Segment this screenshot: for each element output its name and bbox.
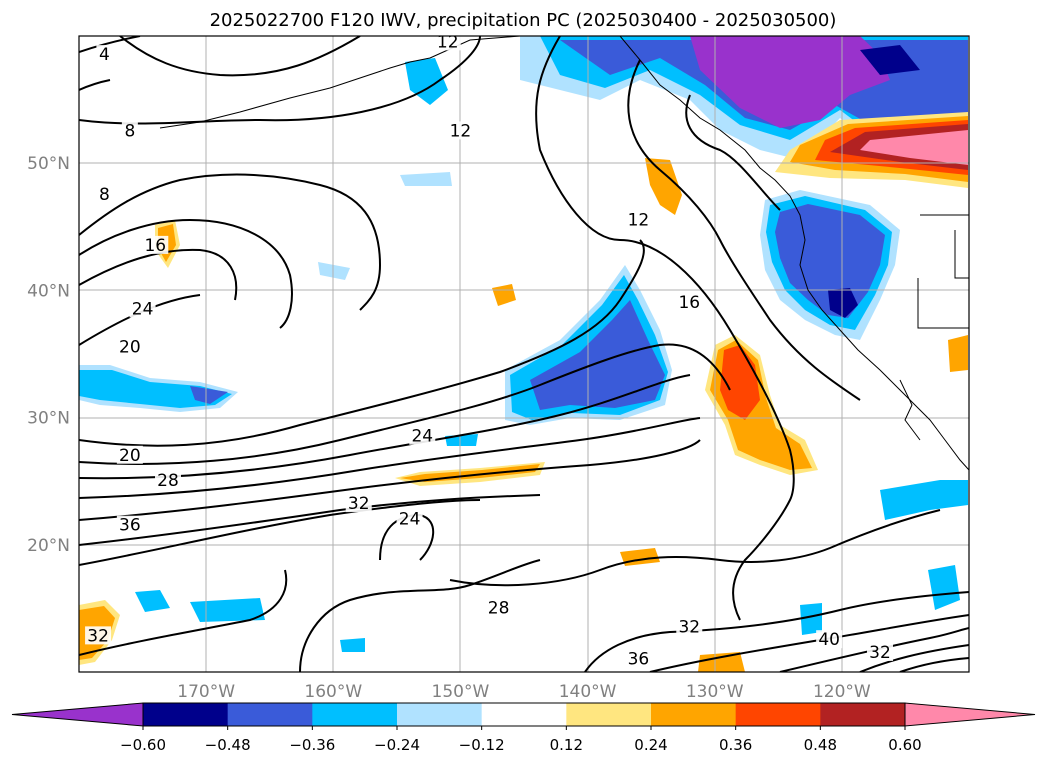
contour-label-bg [816,630,843,649]
contour-label: 8 [99,185,110,205]
colorbar-bin [820,703,906,726]
contour-label-bg [85,626,112,645]
colorbar-tick-label: 0.36 [719,736,752,754]
y-tick-label: 20°N [27,536,70,556]
contour-label-bg [676,293,703,312]
contour-label-bg [345,494,372,513]
contour-label-bg [142,235,169,254]
x-tick-labels: 170°W 160°W 150°W 140°W 130°W 120°W [177,682,871,702]
contour-label-bg [96,45,113,64]
map-panel: 4 12 8 12 8 16 12 24 16 20 24 20 28 32 24 36 28 32 32 36 40 3… [79,32,969,672]
colorbar-tick-label: −0.48 [205,736,251,754]
contour-label-bg [96,185,113,203]
coastlines [159,36,969,471]
colorbar-bin [481,703,567,726]
contour-label: 12 [628,210,650,230]
contour-label: 36 [628,649,650,669]
x-tick-label: 160°W [304,682,362,702]
colorbar-bin [566,703,652,726]
contour-label-bg [485,598,512,617]
contour-label: 32 [87,626,109,646]
contour-label: 36 [119,516,141,536]
contour-label-bg [625,210,652,229]
colorbar-tick-label: 0.48 [804,736,837,754]
contour-label-bg [396,509,423,528]
colorbar-extend-high [904,702,1036,727]
contour-label-bg [116,337,143,356]
y-tick-label: 50°N [27,154,70,174]
contour-label: 32 [678,617,700,637]
colorbar: −0.60 −0.48 −0.36 −0.24 −0.12 0.12 0.24 0.36 0.4… [11,702,1036,754]
colorbar-tick-label: −0.24 [374,736,420,754]
contour-labels: 4 12 8 12 8 16 12 24 16 20 24 20 28 32 24 36 28 32 32 36 40 3… [85,32,893,669]
contour-label-bg [867,642,893,661]
y-tick-labels: 20°N 30°N 40°N 50°N [27,154,70,556]
contour-label: 4 [99,45,110,65]
colorbar-extend-low [11,702,144,727]
map-frame [78,35,970,673]
contour-label-bg [447,121,474,140]
contour-label-bg [129,299,156,318]
colorbar-tick-label: 0.12 [550,736,583,754]
colorbar-tick-label: −0.60 [120,736,166,754]
colorbar-bin [227,703,313,726]
y-tick-label: 30°N [27,409,70,429]
colorbar-bin [397,703,483,726]
contour-label: 24 [399,509,421,529]
colorbar-bin [143,703,229,726]
contour-label-bg [676,617,703,636]
contour-label-bg [155,471,181,490]
graticule [79,36,969,672]
contour-label-bg [116,515,143,534]
x-tick-label: 150°W [432,682,490,702]
iwv-contours [79,36,969,672]
x-tick-label: 140°W [559,682,617,702]
contour-label: 8 [124,121,135,141]
contour-label-bg [121,121,138,140]
anomaly-positive-north [775,112,968,188]
contour-label: 32 [348,494,370,514]
x-tick-label: 120°W [813,682,871,702]
contour-label: 28 [157,471,179,491]
contour-label: 24 [411,427,433,447]
contour-label: 16 [678,293,700,313]
contour-label: 28 [488,598,510,618]
colorbar-tick-label: 0.24 [634,736,667,754]
contour-label: 12 [437,32,459,52]
contour-label-bg [625,649,652,668]
contour-label-bg [434,36,461,51]
contour-label: 12 [450,121,472,141]
contour-label: 32 [869,643,891,663]
anomaly-negative-misc [135,58,968,652]
anomaly-negative-west [79,365,238,412]
colorbar-tick-label: 0.60 [888,736,921,754]
contour-label-bg [116,445,143,464]
contour-label: 16 [144,236,166,256]
x-tick-label: 170°W [177,682,235,702]
y-tick-label: 40°N [27,281,70,301]
precip-anomaly-fill [79,36,968,672]
colorbar-tick-label: −0.12 [459,736,505,754]
colorbar-bin [651,703,737,726]
x-tick-label: 130°W [686,682,744,702]
chart-title: 2025022700 F120 IWV, precipitation PC (2… [210,10,837,31]
colorbar-bin [735,703,821,726]
contour-label: 20 [119,446,141,466]
colorbar-tick-label: −0.36 [289,736,335,754]
contour-label: 20 [119,338,141,358]
contour-label-bg [409,426,436,445]
colorbar-frame [142,702,906,727]
contour-label: 24 [132,299,154,319]
colorbar-bin [312,703,398,726]
contour-label: 40 [818,630,840,650]
